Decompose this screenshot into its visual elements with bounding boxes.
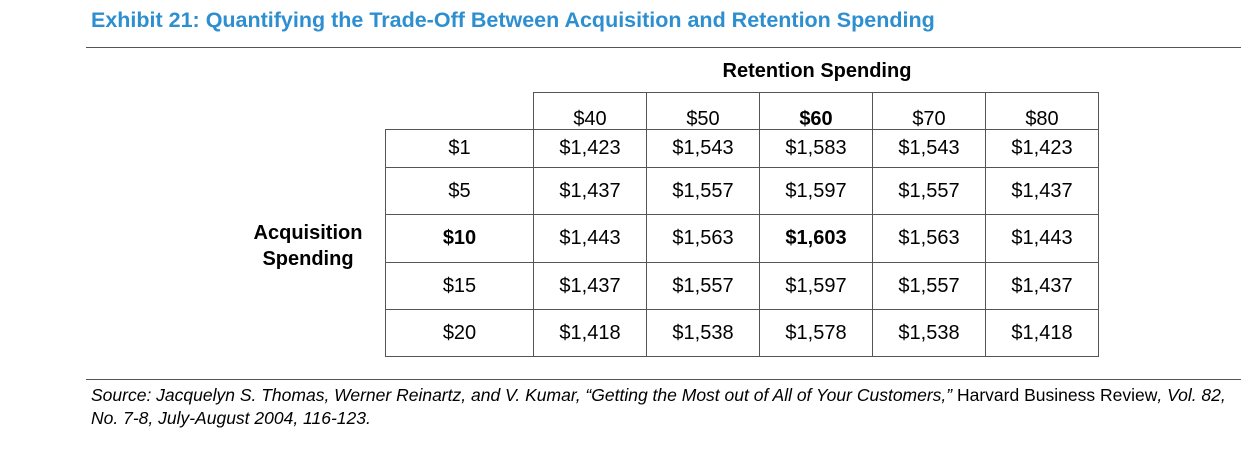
corner-cell: [386, 93, 534, 130]
table-cell: $1,578: [759, 309, 873, 357]
table-header-row: $40 $50 $60 $70 $80: [386, 92, 1099, 130]
table-row: $15 $1,437 $1,557 $1,597 $1,557 $1,437: [385, 262, 1099, 310]
table-cell: $1,437: [533, 262, 647, 310]
table-row: $20 $1,418 $1,538 $1,578 $1,538 $1,418: [385, 309, 1099, 357]
table-cell: $1,443: [985, 214, 1099, 263]
column-header: $40: [533, 92, 647, 130]
table-cell: $1,557: [646, 262, 760, 310]
table-cell: $1,437: [985, 167, 1099, 215]
table-cell: $1,557: [646, 167, 760, 215]
row-label-highlight: $10: [385, 214, 534, 263]
table-cell: $1,423: [533, 129, 647, 168]
optimal-cell: $1,603: [759, 214, 873, 263]
column-header: $50: [646, 92, 760, 130]
table-cell: $1,597: [759, 262, 873, 310]
source-note: Source: Jacquelyn S. Thomas, Werner Rein…: [91, 384, 1231, 430]
source-journal-name: Harvard Business Review: [952, 385, 1158, 405]
table-cell: $1,538: [646, 309, 760, 357]
column-header: $80: [985, 92, 1099, 130]
table-cell: $1,583: [759, 129, 873, 168]
table-cell: $1,443: [533, 214, 647, 263]
acquisition-spending-heading: Acquisition Spending: [232, 220, 384, 272]
table-cell: $1,538: [872, 309, 986, 357]
table-cell: $1,557: [872, 262, 986, 310]
table-row: $1 $1,423 $1,543 $1,583 $1,543 $1,423: [385, 129, 1099, 168]
exhibit-title: Exhibit 21: Quantifying the Trade-Off Be…: [91, 8, 935, 32]
source-citation-authors: Source: Jacquelyn S. Thomas, Werner Rein…: [91, 385, 953, 405]
column-header-highlight: $60: [759, 92, 873, 130]
bottom-rule: [86, 379, 1241, 380]
table-cell: $1,557: [872, 167, 986, 215]
table-row-highlight: $10 $1,443 $1,563 $1,603 $1,563 $1,443: [385, 214, 1099, 263]
row-label: $20: [385, 309, 534, 357]
table-cell: $1,423: [985, 129, 1099, 168]
table-row: $5 $1,437 $1,557 $1,597 $1,557 $1,437: [385, 167, 1099, 215]
table-cell: $1,563: [646, 214, 760, 263]
table-cell: $1,597: [759, 167, 873, 215]
table-cell: $1,437: [533, 167, 647, 215]
top-rule: [86, 47, 1241, 48]
row-label: $15: [385, 262, 534, 310]
table-cell: $1,543: [646, 129, 760, 168]
table-cell: $1,418: [533, 309, 647, 357]
retention-spending-heading: Retention Spending: [722, 60, 912, 82]
table-cell: $1,418: [985, 309, 1099, 357]
row-label: $5: [385, 167, 534, 215]
table-cell: $1,543: [872, 129, 986, 168]
tradeoff-table: $40 $50 $60 $70 $80 $1 $1,423 $1,543 $1,…: [385, 92, 1099, 357]
table-cell: $1,563: [872, 214, 986, 263]
row-label: $1: [385, 129, 534, 168]
table-cell: $1,437: [985, 262, 1099, 310]
row-heading-line1: Acquisition: [253, 222, 363, 244]
column-header: $70: [872, 92, 986, 130]
source-volume-info: , Vol. 82, No. 7-8, July-August 2004, 11…: [91, 385, 1226, 428]
row-heading-line2: Spending: [262, 248, 354, 270]
